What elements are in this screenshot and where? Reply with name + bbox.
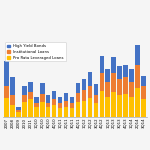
Legend: High Yield Bonds, Institutional Loans, Pro Rata Leveraged Loans: High Yield Bonds, Institutional Loans, P… xyxy=(5,42,66,62)
Bar xyxy=(117,66,122,79)
Bar xyxy=(70,103,74,108)
Bar xyxy=(58,97,62,103)
Bar xyxy=(129,82,134,97)
Bar xyxy=(123,64,128,77)
Bar xyxy=(64,101,68,107)
Bar xyxy=(10,94,15,105)
Bar xyxy=(111,92,116,117)
Bar xyxy=(16,107,21,110)
Bar xyxy=(88,98,92,117)
Bar xyxy=(141,86,146,99)
Bar xyxy=(82,101,86,117)
Bar xyxy=(135,45,140,65)
Bar xyxy=(22,95,27,102)
Bar xyxy=(16,110,21,112)
Bar xyxy=(141,99,146,117)
Bar xyxy=(111,73,116,92)
Bar xyxy=(58,103,62,108)
Bar xyxy=(28,82,33,92)
Bar xyxy=(117,79,122,95)
Bar xyxy=(46,94,50,103)
Bar xyxy=(10,77,15,94)
Bar xyxy=(40,102,45,117)
Bar xyxy=(123,77,128,94)
Bar xyxy=(52,91,56,99)
Bar xyxy=(46,103,50,107)
Bar xyxy=(40,83,45,94)
Bar xyxy=(94,94,98,103)
Bar xyxy=(34,103,39,107)
Bar xyxy=(76,93,80,102)
Bar xyxy=(94,103,98,117)
Bar xyxy=(88,86,92,98)
Bar xyxy=(100,73,104,91)
Bar xyxy=(40,94,45,102)
Bar xyxy=(16,112,21,117)
Bar xyxy=(105,69,110,82)
Bar xyxy=(76,83,80,93)
Bar xyxy=(94,84,98,94)
Bar xyxy=(100,56,104,73)
Bar xyxy=(129,69,134,82)
Bar xyxy=(64,107,68,117)
Bar xyxy=(135,65,140,88)
Bar xyxy=(70,97,74,103)
Bar xyxy=(135,88,140,117)
Bar xyxy=(82,79,86,90)
Bar xyxy=(111,57,116,73)
Bar xyxy=(117,95,122,117)
Bar xyxy=(28,92,33,99)
Bar xyxy=(28,99,33,117)
Bar xyxy=(70,108,74,117)
Bar xyxy=(141,76,146,86)
Bar xyxy=(82,90,86,101)
Bar xyxy=(88,72,92,86)
Bar xyxy=(58,108,62,117)
Bar xyxy=(52,105,56,117)
Bar xyxy=(129,97,134,117)
Bar xyxy=(22,86,27,95)
Bar xyxy=(76,102,80,117)
Bar xyxy=(100,91,104,117)
Bar xyxy=(22,102,27,117)
Bar xyxy=(105,82,110,97)
Bar xyxy=(4,98,9,117)
Bar xyxy=(4,61,9,86)
Bar xyxy=(34,107,39,117)
Bar xyxy=(52,99,56,105)
Bar xyxy=(10,105,15,117)
Bar xyxy=(46,107,50,117)
Bar xyxy=(4,86,9,98)
Bar xyxy=(64,93,68,101)
Bar xyxy=(123,94,128,117)
Bar xyxy=(34,97,39,103)
Bar xyxy=(105,97,110,117)
